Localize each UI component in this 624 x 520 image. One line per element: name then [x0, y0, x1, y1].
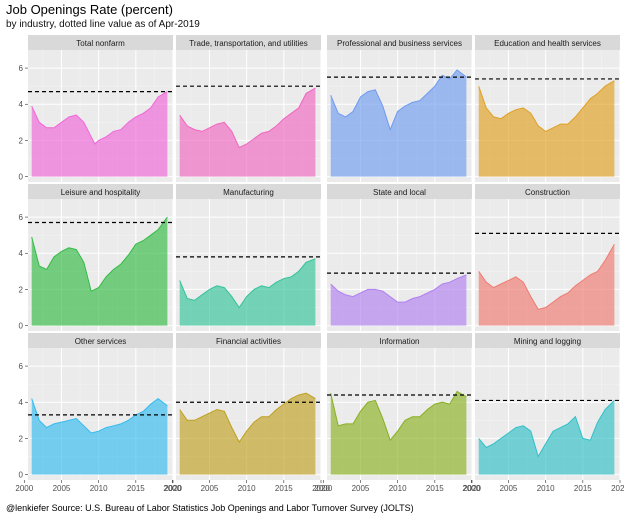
x-tick-label: 2010	[238, 484, 256, 493]
x-tick-label: 2010	[389, 484, 407, 493]
x-tick-label: 2015	[127, 484, 145, 493]
y-tick-label: 6	[19, 362, 24, 371]
strip-label-other-services: Other services	[75, 337, 127, 346]
y-tick-label: 2	[19, 136, 24, 145]
strip-label-mining-and-logging: Mining and logging	[514, 337, 581, 346]
y-tick-label: 0	[19, 322, 24, 331]
series-line-manufacturing	[179, 258, 316, 309]
y-tick-label: 4	[19, 249, 24, 258]
x-tick-label: 2015	[426, 484, 444, 493]
facet-chart: Total nonfarm 0 2 4 6 Trade, transportation, …	[15, 35, 624, 493]
strip-leisure-and-hospitality	[28, 184, 173, 199]
series-area-leisure-and-hospitality	[31, 217, 168, 326]
y-tick-label: 4	[19, 398, 24, 407]
strip-other-services	[28, 333, 173, 348]
strip-state-and-local	[327, 184, 472, 199]
x-tick-label: 2000	[163, 484, 181, 493]
x-tick-label: 2015	[574, 484, 592, 493]
strip-label-education-and-health-services: Education and health services	[494, 39, 601, 48]
x-tick-label: 2020	[463, 484, 481, 493]
x-tick-label: 2005	[500, 484, 518, 493]
y-tick-label: 2	[19, 285, 24, 294]
panel-construction: Construction	[475, 184, 621, 331]
series-area-state-and-local	[330, 274, 467, 326]
series-area-mining-and-logging	[478, 400, 615, 475]
y-tick-label: 6	[19, 64, 24, 73]
panel-leisure-and-hospitality: Leisure and hospitality 0 2 4 6	[19, 184, 174, 331]
strip-label-manufacturing: Manufacturing	[223, 188, 274, 197]
strip-label-trade-transportation-and-utilities: Trade, transportation, and utilities	[189, 39, 307, 48]
x-tick-label: 2000	[15, 484, 33, 493]
x-tick-label: 2005	[352, 484, 370, 493]
x-tick-label: 2020	[164, 484, 182, 493]
series-area-information	[330, 391, 467, 475]
series-area-education-and-health-services	[478, 80, 615, 177]
series-area-trade-transportation-and-utilities	[179, 88, 316, 177]
y-tick-label: 0	[19, 173, 24, 182]
strip-label-professional-and-business-services: Professional and business services	[337, 39, 462, 48]
strip-construction	[475, 184, 620, 199]
series-line-construction	[478, 243, 615, 310]
series-line-financial-activities	[179, 392, 316, 443]
panel-information: Information 2000 2005 2010 2015 2020	[314, 333, 481, 493]
series-area-total-nonfarm	[31, 91, 168, 177]
strip-professional-and-business-services	[327, 35, 472, 50]
strip-label-leisure-and-hospitality: Leisure and hospitality	[61, 188, 141, 197]
series-line-information	[330, 390, 467, 442]
strip-trade-transportation-and-utilities	[176, 35, 321, 50]
series-line-total-nonfarm	[31, 91, 168, 145]
series-area-professional-and-business-services	[330, 69, 467, 177]
series-line-leisure-and-hospitality	[31, 216, 168, 292]
x-tick-label: 2000	[462, 484, 480, 493]
series-area-other-services	[31, 398, 168, 475]
y-tick-label: 2	[19, 434, 24, 443]
strip-label-total-nonfarm: Total nonfarm	[76, 39, 125, 48]
strip-mining-and-logging	[475, 333, 620, 348]
x-tick-label: 2010	[90, 484, 108, 493]
panel-education-and-health-services: Education and health services	[475, 35, 621, 182]
panel-total-nonfarm: Total nonfarm 0 2 4 6	[19, 35, 174, 182]
panel-mining-and-logging: Mining and logging 2000 2005 2010 2015 2020	[462, 333, 624, 493]
series-line-state-and-local	[330, 274, 467, 303]
y-tick-label: 6	[19, 213, 24, 222]
chart-caption: @lenkiefer Source: U.S. Bureau of Labor …	[6, 503, 414, 513]
strip-label-information: Information	[379, 337, 419, 346]
x-tick-label: 2000	[314, 484, 332, 493]
x-tick-label: 2015	[275, 484, 293, 493]
panel-financial-activities: Financial activities 2000 2005 2010 2015 2020	[163, 333, 330, 493]
strip-label-construction: Construction	[525, 188, 570, 197]
strip-total-nonfarm	[28, 35, 173, 50]
series-area-manufacturing	[179, 258, 316, 326]
chart-subtitle: by industry, dotted line value as of Apr…	[6, 19, 200, 30]
x-tick-label: 2020	[611, 484, 624, 493]
strip-label-state-and-local: State and local	[373, 188, 426, 197]
x-tick-label: 2005	[201, 484, 219, 493]
x-tick-label: 2020	[312, 484, 330, 493]
panel-state-and-local: State and local	[327, 184, 473, 331]
strip-education-and-health-services	[475, 35, 620, 50]
series-area-financial-activities	[179, 393, 316, 475]
panel-other-services: Other services 0 2 4 6 2000 2005 2010 2015 2020	[15, 333, 182, 493]
series-line-education-and-health-services	[478, 80, 615, 132]
strip-information	[327, 333, 472, 348]
strip-financial-activities	[176, 333, 321, 348]
strip-manufacturing	[176, 184, 321, 199]
panel-professional-and-business-services: Professional and business services	[327, 35, 473, 182]
series-line-mining-and-logging	[478, 400, 615, 458]
series-line-trade-transportation-and-utilities	[179, 87, 316, 149]
chart-title: Job Openings Rate (percent)	[6, 2, 173, 17]
y-tick-label: 4	[19, 100, 24, 109]
x-tick-label: 2010	[537, 484, 555, 493]
series-line-professional-and-business-services	[330, 69, 467, 132]
series-area-construction	[478, 244, 615, 326]
strip-label-financial-activities: Financial activities	[216, 337, 281, 346]
panel-manufacturing: Manufacturing	[176, 184, 322, 331]
series-line-other-services	[31, 397, 168, 434]
y-tick-label: 0	[19, 471, 24, 480]
panel-trade-transportation-and-utilities: Trade, transportation, and utilities	[176, 35, 322, 182]
x-tick-label: 2005	[53, 484, 71, 493]
